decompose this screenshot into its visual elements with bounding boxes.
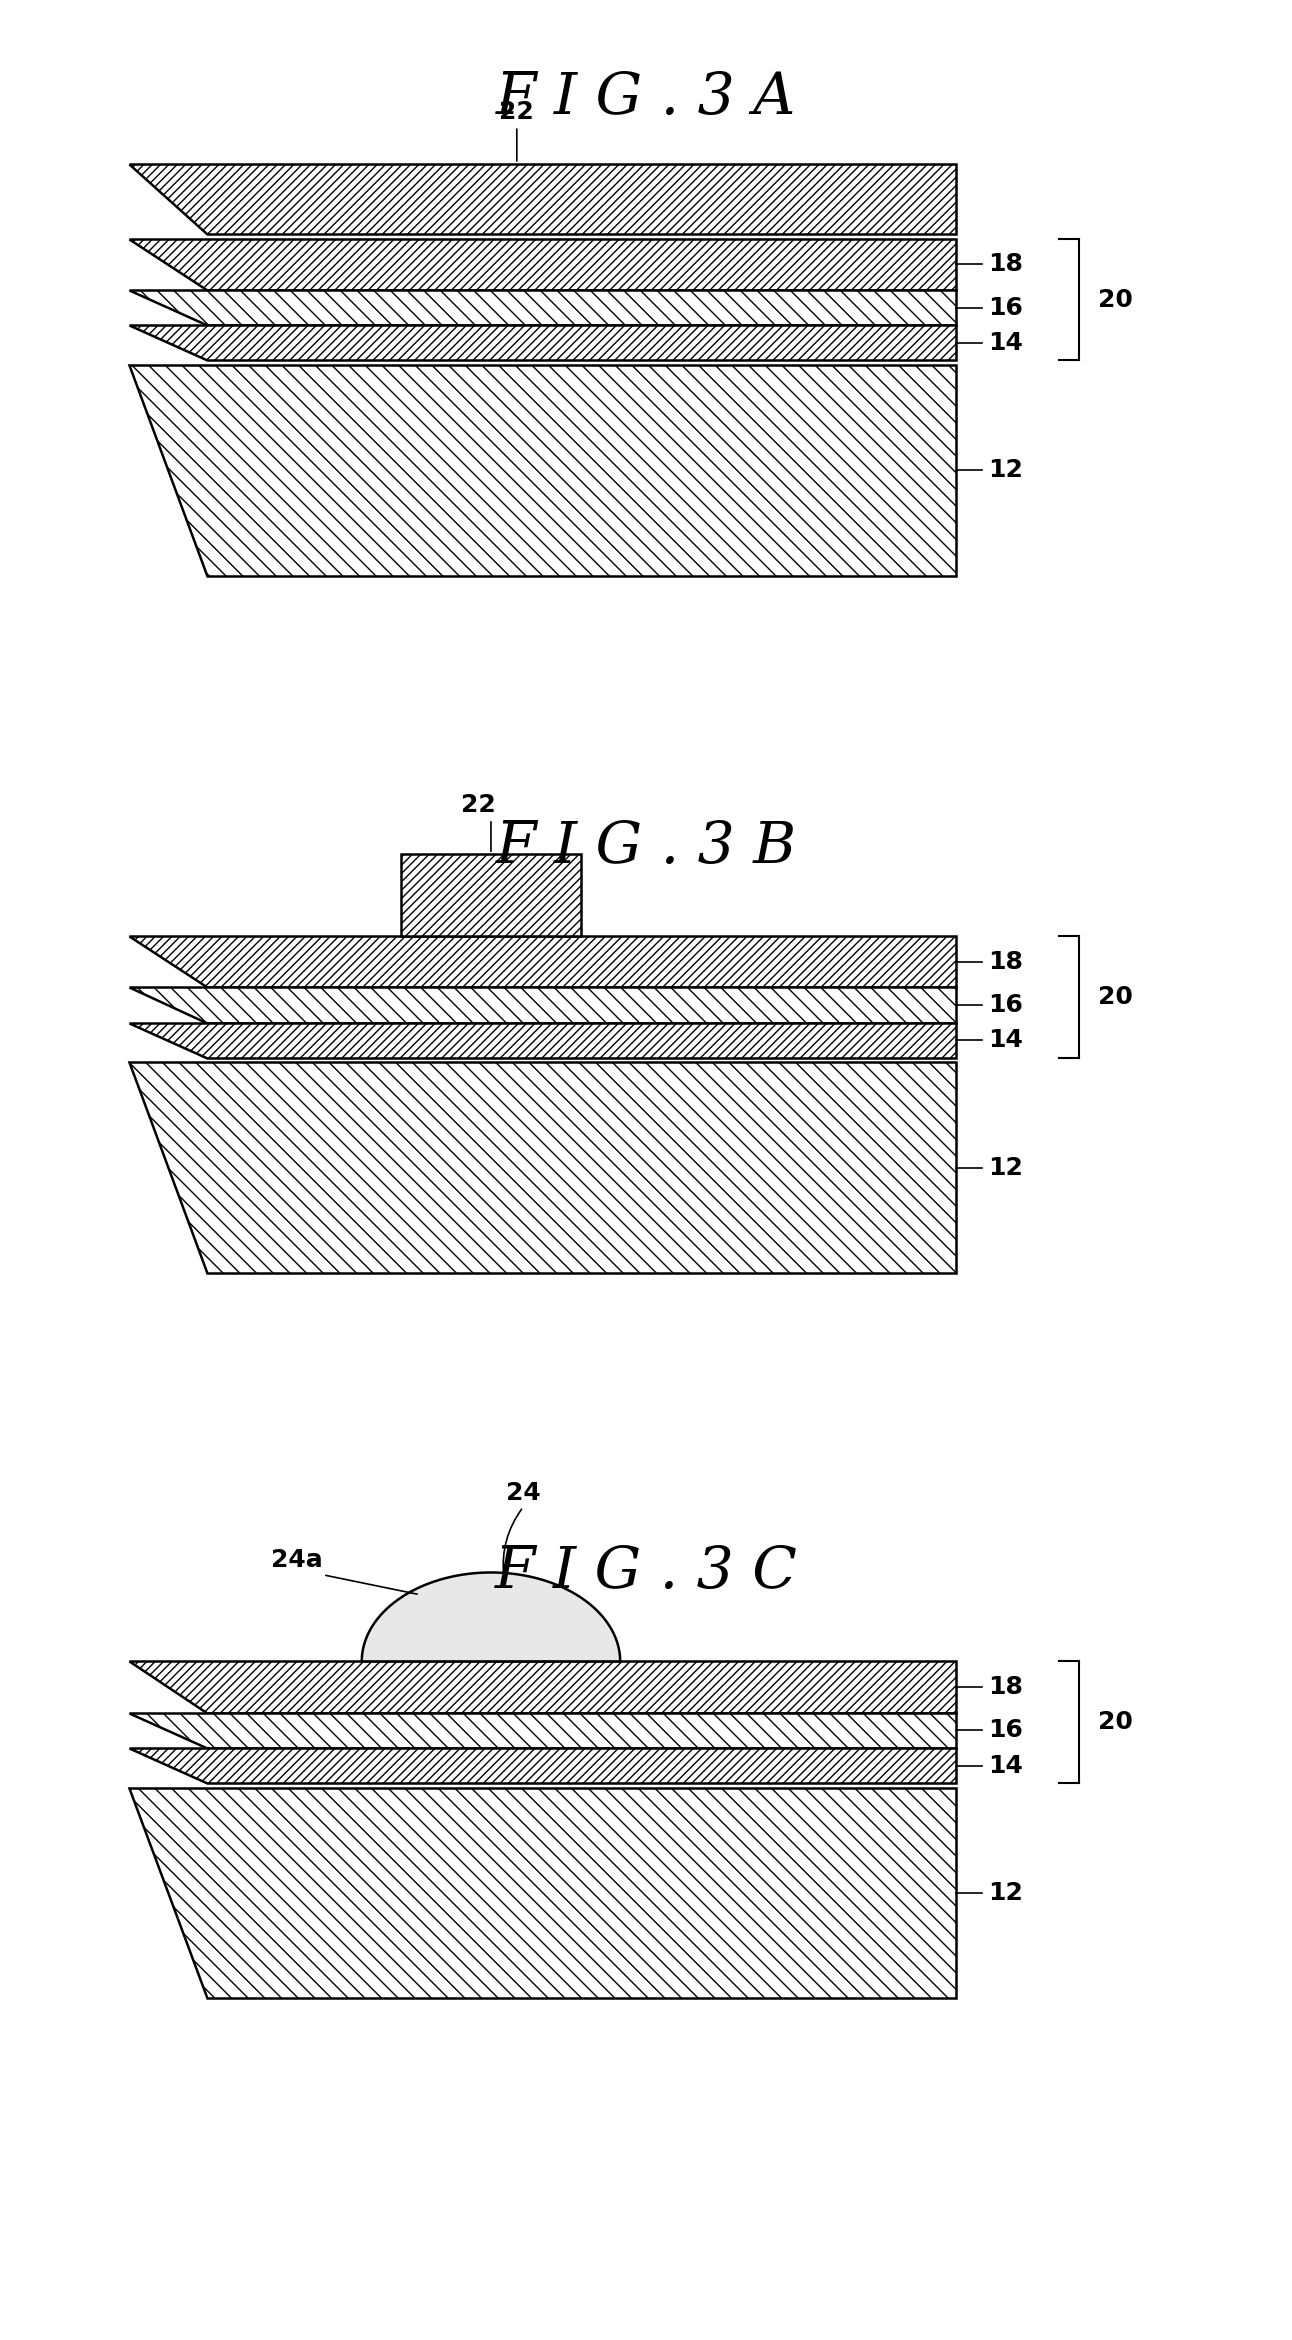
Text: 12: 12 [988, 1881, 1023, 1905]
Text: 20: 20 [1098, 288, 1133, 311]
Text: 12: 12 [988, 459, 1023, 482]
Polygon shape [129, 1748, 956, 1783]
Bar [401, 854, 581, 936]
Text: 16: 16 [988, 1718, 1023, 1743]
Polygon shape [129, 239, 956, 290]
Polygon shape [129, 936, 956, 987]
Text: 12: 12 [988, 1156, 1023, 1179]
Text: 24a: 24a [271, 1549, 323, 1572]
Text: 22: 22 [500, 101, 534, 124]
Text: F I G . 3 A: F I G . 3 A [496, 70, 796, 126]
Text: 14: 14 [988, 1753, 1023, 1778]
Text: F I G . 3 C: F I G . 3 C [495, 1544, 797, 1601]
Polygon shape [129, 1062, 956, 1273]
Text: 20: 20 [1098, 1711, 1133, 1734]
Text: 14: 14 [988, 1027, 1023, 1053]
Polygon shape [362, 1572, 620, 1661]
Text: 14: 14 [988, 330, 1023, 356]
Polygon shape [129, 1713, 956, 1748]
Polygon shape [129, 1023, 956, 1058]
Text: 20: 20 [1098, 985, 1133, 1009]
Text: 16: 16 [988, 992, 1023, 1018]
Text: 24: 24 [506, 1481, 540, 1505]
Text: 18: 18 [988, 950, 1023, 973]
Text: 22: 22 [461, 793, 495, 817]
Text: 18: 18 [988, 253, 1023, 276]
Polygon shape [129, 164, 956, 234]
Polygon shape [129, 987, 956, 1023]
Text: 18: 18 [988, 1675, 1023, 1699]
Polygon shape [129, 1661, 956, 1713]
Text: F I G . 3 B: F I G . 3 B [495, 819, 797, 875]
Polygon shape [129, 1788, 956, 1998]
Polygon shape [129, 325, 956, 360]
Polygon shape [129, 365, 956, 576]
Polygon shape [129, 290, 956, 325]
Text: 16: 16 [988, 295, 1023, 321]
